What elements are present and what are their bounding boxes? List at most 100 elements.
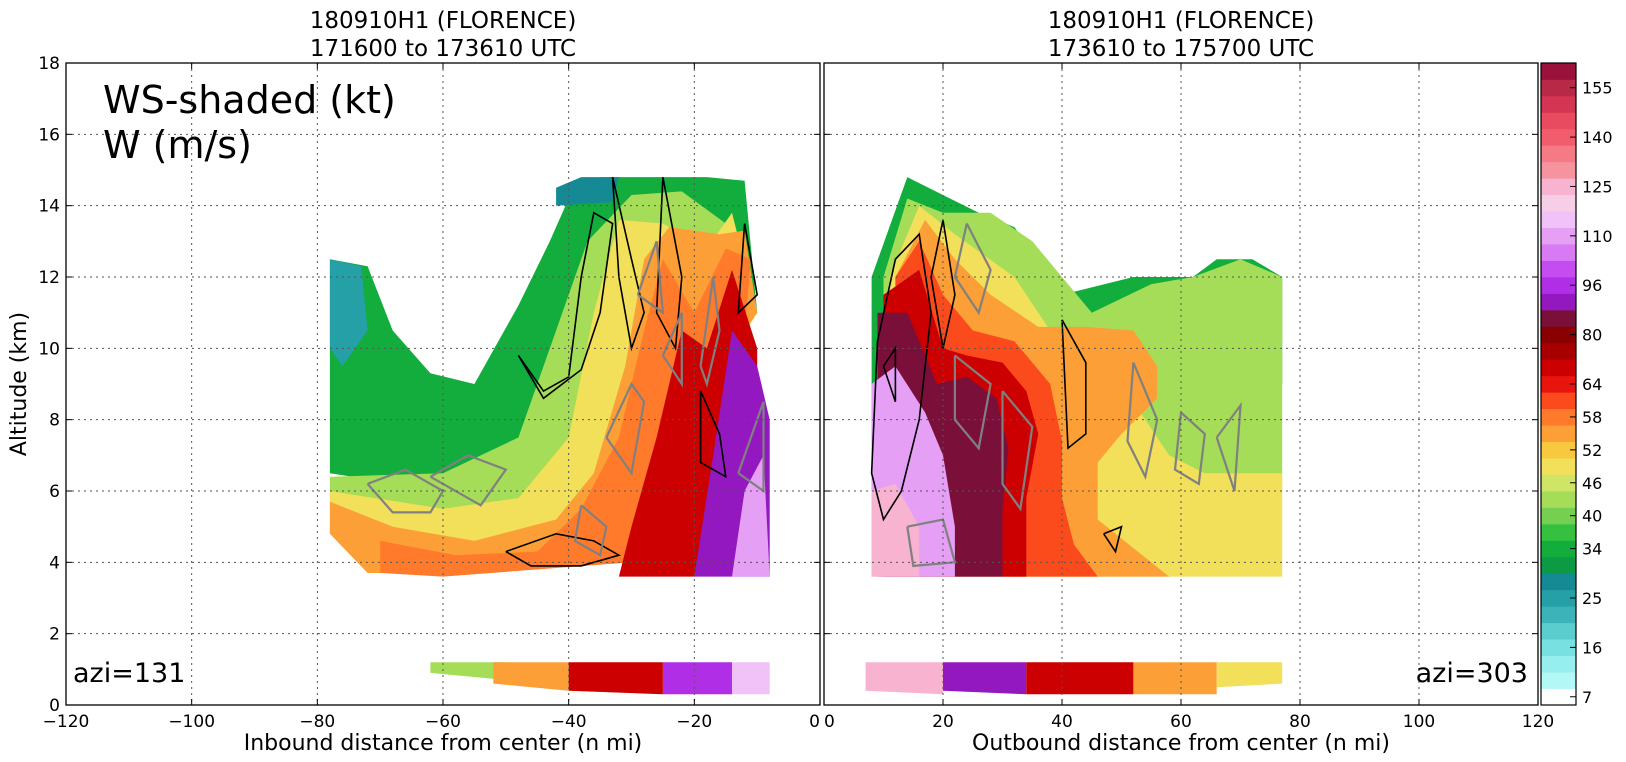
colorbar-swatch (1541, 244, 1576, 261)
left-x-axis-label: Inbound distance from center (n mi) (244, 731, 643, 756)
annotation-ws-shaded: WS-shaded (kt) (103, 78, 396, 122)
left-ws-region-lowband-2 (493, 662, 569, 691)
left-azimuth-label: azi=131 (73, 658, 185, 689)
right-w-contour-11 (906, 518, 957, 568)
colorbar-swatch (1541, 573, 1576, 591)
right-x-tick-label: 40 (1051, 712, 1073, 732)
right-ws-region-lowband-4 (1133, 662, 1217, 695)
right-w-contour-7 (1001, 390, 1034, 512)
left-ws-region-lowband-5 (732, 662, 770, 695)
right-ws-region-lowband-3 (1026, 662, 1134, 695)
right-grid (824, 63, 1538, 705)
y-tick-label: 4 (49, 553, 60, 573)
right-ws-region-lowband-2 (943, 662, 1027, 695)
left-x-tick-label: −120 (43, 712, 90, 732)
left-w-contour-12 (737, 401, 765, 494)
left-ticks: −120 −100 −80 −60 −40 −20 0 0 2 4 6 8 10 12 14 16 18 (38, 54, 821, 732)
colorbar-swatch (1541, 639, 1576, 657)
right-w-contour-0 (870, 232, 932, 522)
y-tick-label: 14 (38, 197, 60, 217)
colorbar-swatch (1541, 523, 1576, 541)
colorbar-swatch (1541, 95, 1576, 113)
right-x-tick-label: 120 (1522, 712, 1554, 732)
left-x-tick-label: −40 (551, 712, 587, 732)
colorbar-swatch (1541, 260, 1576, 278)
right-w-contour-3 (882, 345, 897, 403)
left-ws-region-lowband-3 (568, 662, 663, 695)
colorbar-tick-label: 58 (1582, 408, 1602, 427)
right-azimuth-label: azi=303 (1416, 658, 1528, 689)
right-x-tick-label: 60 (1170, 712, 1192, 732)
annotation-w: W (m/s) (103, 123, 252, 167)
y-tick-label: 10 (38, 339, 60, 359)
y-tick-label: 2 (49, 625, 60, 645)
colorbar-swatch (1541, 211, 1576, 229)
right-ticks: 0 20 40 60 80 100 120 (823, 62, 1554, 732)
colorbar-swatch (1541, 589, 1576, 607)
left-grid (66, 63, 820, 705)
left-w-contour-11 (699, 276, 721, 388)
left-w-contour-0 (517, 211, 614, 400)
left-w-contour-10 (661, 312, 683, 388)
colorbar-tick-label: 46 (1582, 474, 1602, 493)
left-ws-region-lowband-4 (662, 662, 732, 695)
right-panel: 180910H1 (FLORENCE) 173610 to 175700 UTC… (823, 8, 1554, 756)
right-x-tick-label: 20 (932, 712, 954, 732)
y-tick-label: 8 (49, 411, 60, 431)
colorbar-tick-label: 16 (1582, 638, 1602, 657)
y-tick-label: 18 (38, 54, 60, 74)
colorbar-swatch (1541, 474, 1576, 492)
y-tick-label: 12 (38, 268, 60, 288)
colorbar-swatch (1541, 359, 1576, 377)
colorbar-swatch (1541, 556, 1576, 574)
colorbar-swatch (1541, 441, 1576, 459)
right-x-tick-label: 80 (1289, 712, 1311, 732)
colorbar-swatch (1541, 375, 1576, 393)
colorbar-swatch (1541, 63, 1576, 80)
colorbar-tick-label: 52 (1582, 441, 1602, 460)
colorbar-swatch (1541, 622, 1576, 640)
right-w-contour-2 (930, 219, 956, 349)
colorbar-swatch (1541, 277, 1576, 294)
colorbar-tick-label: 7 (1582, 688, 1592, 707)
left-w-contour-3 (737, 223, 759, 315)
colorbar-swatch (1541, 655, 1576, 673)
right-w-contour-9 (1173, 411, 1206, 486)
right-x-tick-label: 100 (1403, 712, 1435, 732)
left-ws-shading (329, 177, 770, 695)
colorbar-swatch (1541, 491, 1576, 508)
left-x-tick-label: −80 (299, 712, 335, 732)
colorbar-swatch (1541, 309, 1576, 327)
colorbar-tick-label: 125 (1582, 177, 1613, 196)
colorbar-swatch (1541, 458, 1576, 475)
colorbar-swatch (1541, 161, 1576, 179)
right-x-tick-label: 0 (824, 712, 835, 732)
y-tick-label: 16 (38, 125, 60, 145)
right-ws-shading (865, 177, 1283, 695)
colorbar-swatch (1541, 392, 1576, 410)
left-title-line2: 171600 to 173610 UTC (310, 36, 576, 62)
right-ws-region-lowband-5 (1216, 662, 1283, 688)
y-tick-label: 0 (49, 696, 60, 716)
colorbar-swatch (1541, 293, 1576, 311)
colorbar: 7 16 25 34 40 46 52 58 64 80 96 110 125 140 155 (1540, 62, 1613, 707)
left-panel: 180910H1 (FLORENCE) 171600 to 173610 UTC… (7, 8, 821, 756)
colorbar-swatch (1541, 606, 1576, 624)
colorbar-swatch (1541, 326, 1576, 344)
left-w-contours (366, 176, 765, 567)
left-w-contour-9 (636, 240, 665, 315)
right-w-contour-8 (1126, 362, 1159, 481)
left-ws-region-inner-pink (732, 455, 770, 577)
colorbar-swatch (1541, 178, 1576, 196)
colorbar-tick-label: 155 (1582, 79, 1613, 98)
colorbar-swatch (1541, 672, 1576, 689)
right-w-contour-5 (953, 222, 992, 316)
colorbar-swatch (1541, 688, 1576, 706)
left-w-contour-8 (605, 381, 646, 476)
colorbar-tick-label: 96 (1582, 276, 1602, 295)
right-w-contour-10 (1215, 401, 1242, 492)
right-w-contour-6 (953, 354, 992, 451)
left-x-tick-label: 0 (809, 712, 820, 732)
right-title-line2: 173610 to 175700 UTC (1048, 36, 1314, 62)
